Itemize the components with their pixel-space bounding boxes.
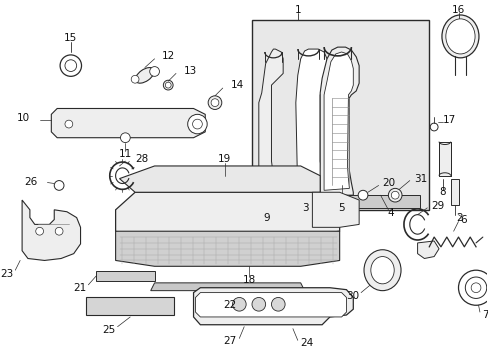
Polygon shape [251,20,428,210]
Text: 1: 1 [294,5,301,15]
Text: 21: 21 [73,283,86,293]
Text: 13: 13 [183,66,197,76]
Polygon shape [115,192,339,239]
Text: 24: 24 [300,338,313,348]
Text: 3: 3 [302,203,308,213]
Circle shape [149,67,159,76]
Circle shape [55,227,63,235]
Circle shape [60,55,81,76]
Circle shape [163,80,173,90]
Polygon shape [312,192,358,227]
Text: 16: 16 [451,5,464,15]
Circle shape [192,119,202,129]
Text: 27: 27 [223,336,236,346]
Text: 6: 6 [460,215,466,225]
Polygon shape [258,195,419,208]
Ellipse shape [445,19,474,54]
Circle shape [387,188,401,202]
Circle shape [470,283,480,293]
Ellipse shape [135,68,154,83]
Text: 15: 15 [64,33,77,43]
Circle shape [65,60,77,72]
Text: 8: 8 [439,187,446,197]
Polygon shape [22,200,81,260]
Text: 11: 11 [119,149,132,159]
Circle shape [232,297,245,311]
Circle shape [208,96,222,109]
Circle shape [390,191,398,199]
Text: 30: 30 [346,291,358,301]
Text: 7: 7 [481,310,488,320]
Circle shape [251,297,265,311]
Polygon shape [193,288,352,325]
Text: 31: 31 [413,174,426,184]
Circle shape [120,133,130,143]
Polygon shape [320,47,358,195]
Text: 9: 9 [263,213,269,222]
Circle shape [429,123,437,131]
Circle shape [54,181,64,190]
Text: 22: 22 [223,300,236,310]
Text: 17: 17 [442,115,455,125]
Circle shape [357,190,367,200]
Polygon shape [438,141,450,176]
Polygon shape [150,283,304,291]
Polygon shape [195,293,346,317]
Circle shape [165,82,171,88]
Text: 2: 2 [456,213,462,222]
Polygon shape [295,49,327,195]
Text: 18: 18 [242,275,255,285]
Text: 20: 20 [382,179,395,189]
Circle shape [131,75,139,83]
Text: 25: 25 [102,325,115,334]
Text: 28: 28 [135,154,148,164]
Ellipse shape [441,15,478,58]
Ellipse shape [370,257,393,284]
Circle shape [187,114,207,134]
Text: 29: 29 [430,201,444,211]
Polygon shape [450,179,458,205]
Circle shape [65,120,73,128]
Polygon shape [96,271,154,281]
Polygon shape [258,49,283,200]
Text: 23: 23 [0,269,13,279]
Ellipse shape [363,250,400,291]
Circle shape [465,277,486,298]
Circle shape [211,99,219,107]
Text: 19: 19 [218,154,231,164]
Polygon shape [86,297,174,315]
Circle shape [458,270,488,305]
Text: 10: 10 [17,113,30,123]
Polygon shape [119,166,320,192]
Polygon shape [324,52,352,190]
Circle shape [271,297,285,311]
Text: 26: 26 [24,176,38,186]
Polygon shape [115,231,339,266]
Text: 5: 5 [338,203,344,213]
Text: 14: 14 [230,80,244,90]
Text: 4: 4 [386,208,393,218]
Polygon shape [51,108,205,138]
Text: 12: 12 [161,51,174,61]
Circle shape [36,227,43,235]
Polygon shape [417,241,438,258]
